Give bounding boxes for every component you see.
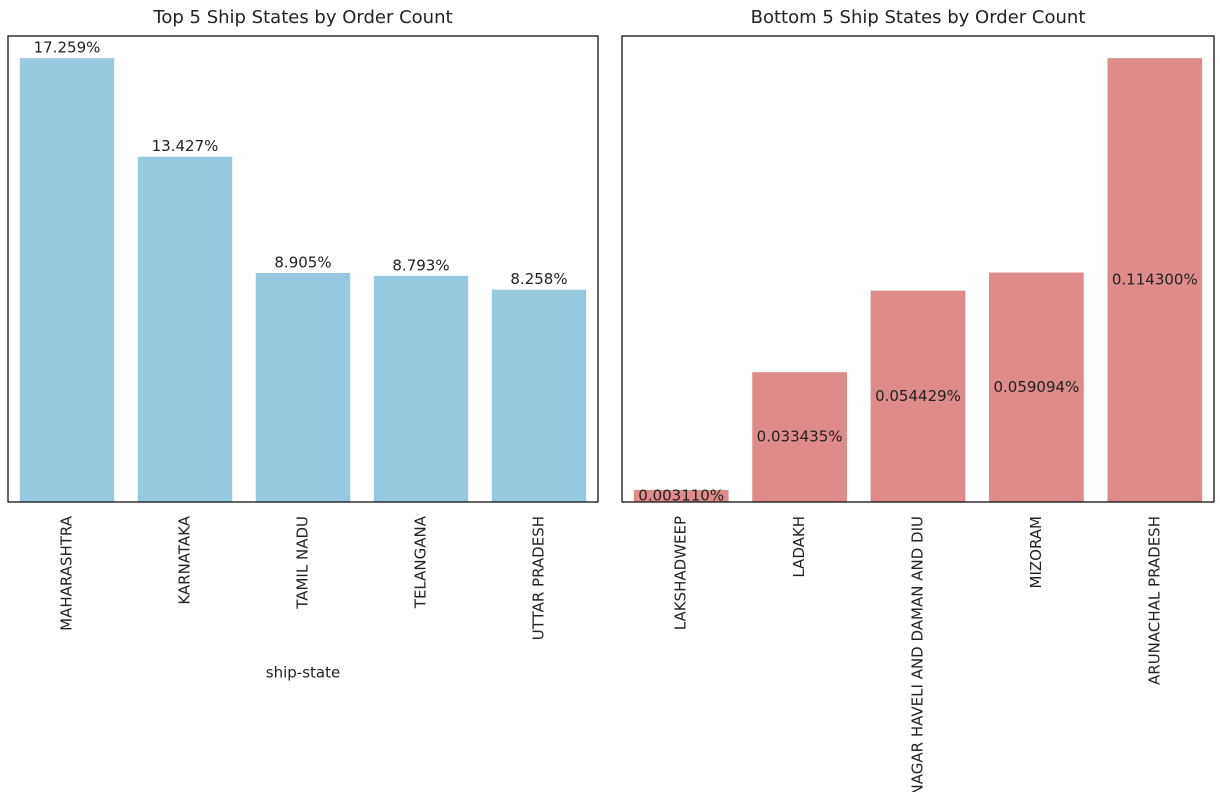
x-tick-label: TELANGANA	[412, 515, 430, 609]
data-label: 13.427%	[152, 137, 219, 155]
x-tick-label: DADRA AND NAGAR HAVELI AND DAMAN AND DIU	[909, 516, 927, 792]
x-tick-label: LADAKH	[790, 516, 808, 578]
x-tick-label: KARNATAKA	[176, 515, 194, 604]
data-label: 8.258%	[510, 270, 567, 288]
bar	[989, 272, 1084, 502]
bar	[373, 275, 469, 502]
axes-frame	[7, 35, 599, 503]
data-label: 8.905%	[274, 253, 331, 271]
bar	[752, 372, 847, 502]
bar	[255, 272, 351, 502]
data-label: 8.793%	[392, 256, 449, 274]
bar	[19, 58, 115, 503]
x-tick-label: TAMIL NADU	[294, 516, 312, 610]
axes-frame	[621, 35, 1215, 503]
x-tick-label: MAHARASHTRA	[58, 515, 76, 631]
bar	[633, 489, 729, 502]
data-label: 0.033435%	[757, 428, 843, 446]
bar	[1107, 58, 1203, 502]
x-tick-label: ARUNACHAL PRADESH	[1145, 516, 1163, 685]
x-tick-label: UTTAR PRADESH	[530, 516, 548, 640]
data-label: 0.114300%	[1112, 271, 1198, 289]
data-label: 0.059094%	[993, 378, 1079, 396]
chart-title: Bottom 5 Ship States by Order Count	[751, 7, 1086, 28]
x-tick-label: MIZORAM	[1027, 516, 1045, 588]
bar	[137, 156, 233, 502]
bar	[870, 290, 966, 502]
x-tick-label: LAKSHADWEEP	[672, 516, 690, 630]
x-axis-label: ship-state	[266, 664, 340, 682]
data-label: 17.259%	[34, 39, 101, 57]
data-label: 0.003110%	[638, 486, 724, 504]
data-label: 0.054429%	[875, 387, 961, 405]
chart-title: Top 5 Ship States by Order Count	[152, 7, 452, 28]
bar	[491, 289, 587, 502]
